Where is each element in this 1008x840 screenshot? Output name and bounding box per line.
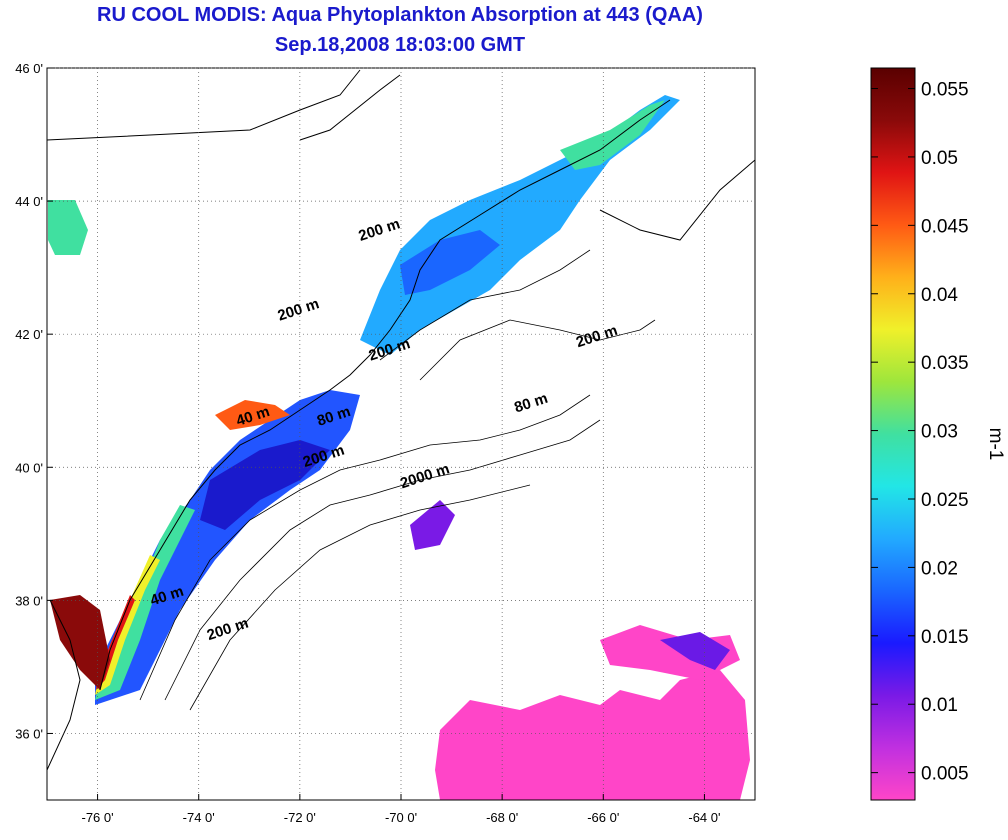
lat-tick-label: 40 0' xyxy=(15,460,43,475)
coastline-us xyxy=(47,99,671,771)
shelf-absorption-field xyxy=(50,390,455,705)
offshore-violet-patch xyxy=(410,500,455,550)
lon-tick-label: -74 0' xyxy=(183,810,215,825)
border-line-maine xyxy=(299,74,401,141)
map-subtitle: Sep.18,2008 18:03:00 GMT xyxy=(274,34,526,56)
colorbar-tick-label: 0.05 xyxy=(921,148,958,169)
gulf-of-maine-field xyxy=(48,95,680,355)
contour-80m xyxy=(139,394,591,701)
colorbar-tick-label: 0.035 xyxy=(921,353,969,374)
lon-tick-label: -72 0' xyxy=(284,810,316,825)
lat-tick-label: 44 0' xyxy=(15,194,43,209)
bathymetry-contours xyxy=(139,249,656,711)
colorbar-tick-label: 0.005 xyxy=(921,764,969,785)
colorbar-tick-label: 0.04 xyxy=(921,285,958,306)
contour-2000m xyxy=(189,484,531,711)
lon-tick-label: -64 0' xyxy=(688,810,720,825)
violet-patch-east xyxy=(660,632,730,670)
colorbar-tick-label: 0.055 xyxy=(921,80,969,101)
bay-of-fundy-field xyxy=(560,100,665,170)
coastline-nova-scotia xyxy=(599,159,755,241)
pink-patch-south xyxy=(435,670,750,800)
low-absorption-patches xyxy=(435,625,750,800)
map-background xyxy=(47,68,755,800)
colorbar-frame xyxy=(870,67,916,801)
lon-tick-label: -76 0' xyxy=(82,810,114,825)
long-island-sound-field xyxy=(215,400,290,430)
colorbar-tick-label: 0.02 xyxy=(921,558,958,579)
lat-tick-label: 46 0' xyxy=(15,61,43,76)
graticule xyxy=(47,67,755,800)
gulf-deep-blue-field xyxy=(400,230,500,295)
colorbar-tick-label: 0.025 xyxy=(921,490,969,511)
shelf-dark-blue-field xyxy=(200,440,330,530)
colorbar-ticks: 0.005 0.01 0.015 0.02 0.025 0.03 0.035 0.04 0.04… xyxy=(871,80,969,785)
lon-tick-label: -68 0' xyxy=(486,810,518,825)
colorbar-tick-label: 0.045 xyxy=(921,216,969,237)
lat-tick-label: 38 0' xyxy=(15,593,43,608)
chesapeake-bay-field xyxy=(50,595,110,690)
contour-georges-bank xyxy=(419,319,656,381)
lat-tick-label: 36 0' xyxy=(15,726,43,741)
colorbar-tick-label: 0.01 xyxy=(921,695,958,716)
contour-200m xyxy=(164,419,601,701)
colorbar-tick-label: 0.03 xyxy=(921,422,958,443)
border-line-north xyxy=(47,69,361,141)
colorbar: 0.005 0.01 0.015 0.02 0.025 0.03 0.035 0.04 0.04… xyxy=(870,67,1006,801)
st-lawrence-field xyxy=(48,200,88,255)
colorbar-ramp xyxy=(871,68,915,800)
latitude-tick-labels: 36 0' 38 0' 40 0' 42 0' 44 0' 46 0' xyxy=(15,61,43,741)
lon-tick-label: -70 0' xyxy=(385,810,417,825)
lat-tick-label: 42 0' xyxy=(15,327,43,342)
coastlines xyxy=(47,69,755,771)
lon-tick-label: -66 0' xyxy=(587,810,619,825)
longitude-tick-labels: -76 0' -74 0' -72 0' -70 0' -68 0' -66 0' -64 … xyxy=(82,810,721,825)
colorbar-tick-label: 0.015 xyxy=(921,627,969,648)
colorbar-unit-label: m-1 xyxy=(985,428,1006,461)
contour-gulf-maine xyxy=(379,249,591,361)
map-title: RU COOL MODIS: Aqua Phytoplankton Absorp… xyxy=(97,4,703,26)
